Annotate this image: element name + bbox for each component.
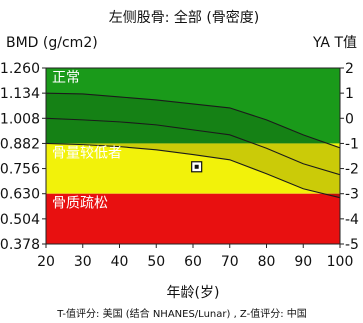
y2-axis-ticks: 2 1 0 -1 -2 -3 -4 -5 [340,61,359,253]
zone-band [46,68,340,144]
patient-point-inner [194,164,199,169]
reference-curves [46,92,340,199]
y-axis-label: BMD (g/cm2) [6,35,98,51]
x-axis-ticks: 20 30 40 50 60 70 80 90 100 [37,244,353,270]
y2-tick-label: -5 [345,237,359,253]
x-tick-label: 40 [111,254,129,270]
y-tick-label: 1.134 [0,86,40,102]
chart-title: 左侧股骨: 全部 (骨密度) [109,9,260,26]
y2-tick-label: 1 [345,86,354,102]
x-tick-label: 50 [147,254,165,270]
y2-tick-label: -3 [345,187,359,203]
y-tick-label: 0.882 [0,136,40,152]
x-axis-label: 年龄(岁) [167,285,220,301]
y2-tick-label: -1 [345,136,359,152]
x-tick-label: 100 [327,254,354,270]
x-tick-label: 30 [74,254,92,270]
footnote: T-值评分: 美国 (结合 NHANES/Lunar) , Z-值评分: 中国 [56,307,307,320]
y2-tick-label: -4 [345,212,359,228]
y-tick-label: 1.008 [0,111,40,127]
y-axis-ticks: 1.260 1.134 1.008 0.882 0.756 0.630 0.504 0.378 [0,61,46,253]
y2-tick-label: 0 [345,111,354,127]
y-tick-label: 0.504 [0,212,40,228]
reference-band [46,93,340,198]
zone-band [46,193,340,244]
lower-curve [46,142,340,199]
patient-marker [191,161,203,173]
y-tick-label: 0.756 [0,162,40,178]
y2-tick-label: 2 [345,61,354,77]
y-tick-label: 0.378 [0,237,40,253]
x-tick-label: 70 [221,254,239,270]
upper-curve [46,92,340,149]
x-tick-label: 20 [37,254,55,270]
y-tick-label: 1.260 [0,61,40,77]
x-tick-label: 90 [294,254,312,270]
y-tick-label: 0.630 [0,187,40,203]
x-tick-label: 60 [184,254,202,270]
zone-label: 骨量较低者 [52,145,122,161]
mean-curve [46,117,340,176]
zone-label: 骨质疏松 [52,196,108,212]
x-tick-label: 80 [258,254,276,270]
zone-label: 正常 [52,70,80,86]
y2-axis-label: YA T值 [312,35,357,51]
y2-tick-label: -2 [345,162,359,178]
